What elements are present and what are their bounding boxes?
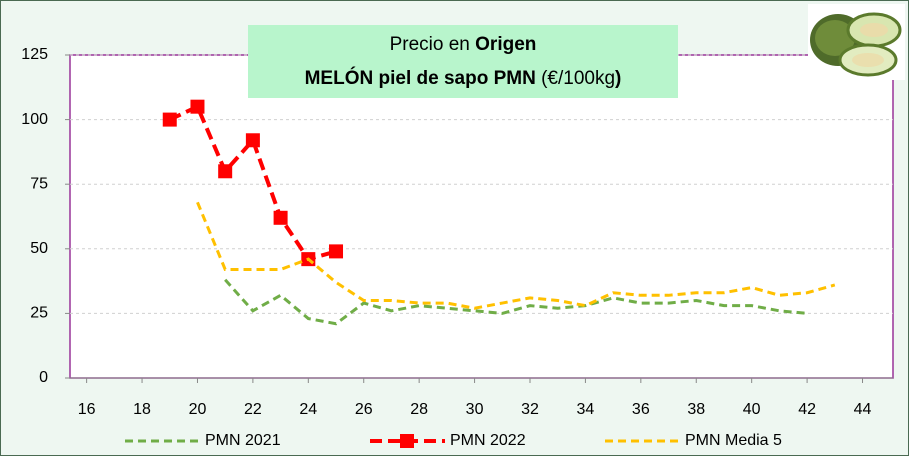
title-part: Origen xyxy=(475,34,536,55)
y-tick-label: 0 xyxy=(39,369,48,386)
x-tick-label: 30 xyxy=(466,401,484,418)
legend-marker xyxy=(400,434,414,448)
point-marker xyxy=(190,99,205,114)
legend-label: PMN 2022 xyxy=(450,432,526,449)
title-part: MELÓN piel de sapo PMN xyxy=(305,67,536,89)
x-tick-label: 20 xyxy=(189,401,207,418)
x-tick-label: 22 xyxy=(244,401,262,418)
x-tick-label: 38 xyxy=(687,401,705,418)
legend-label: PMN Media 5 xyxy=(685,432,782,449)
point-marker xyxy=(218,164,233,179)
chart-title: Precio en Origen xyxy=(390,34,537,55)
y-tick-label: 100 xyxy=(21,111,48,128)
x-tick-label: 16 xyxy=(78,401,96,418)
x-tick-label: 44 xyxy=(854,401,872,418)
y-tick-label: 50 xyxy=(30,240,48,257)
title-part: Precio en xyxy=(390,34,476,55)
x-tick-label: 34 xyxy=(577,401,595,418)
x-tick-label: 18 xyxy=(133,401,151,418)
chart-title: MELÓN piel de sapo PMN (€/100kg) xyxy=(305,67,622,89)
point-marker xyxy=(329,244,344,259)
y-tick-label: 75 xyxy=(30,175,48,192)
title-box xyxy=(248,25,678,98)
series-line xyxy=(196,201,836,310)
x-tick-label: 24 xyxy=(299,401,317,418)
melon-image xyxy=(808,4,905,80)
x-tick-label: 28 xyxy=(410,401,428,418)
plot-area xyxy=(69,54,894,379)
x-tick-label: 40 xyxy=(743,401,761,418)
plot-layer xyxy=(65,54,893,383)
y-tick-label: 125 xyxy=(21,46,48,63)
point-marker xyxy=(162,112,177,127)
series-line xyxy=(224,278,808,326)
x-tick-label: 42 xyxy=(798,401,816,418)
legend-label: PMN 2021 xyxy=(205,432,281,449)
title-part: ) xyxy=(615,68,621,89)
point-marker xyxy=(273,210,288,225)
point-marker xyxy=(245,133,260,148)
y-tick-label: 25 xyxy=(30,305,48,322)
title-part: (€/100kg xyxy=(536,68,615,89)
x-tick-label: 36 xyxy=(632,401,650,418)
x-tick-label: 26 xyxy=(355,401,373,418)
x-tick-label: 32 xyxy=(521,401,539,418)
